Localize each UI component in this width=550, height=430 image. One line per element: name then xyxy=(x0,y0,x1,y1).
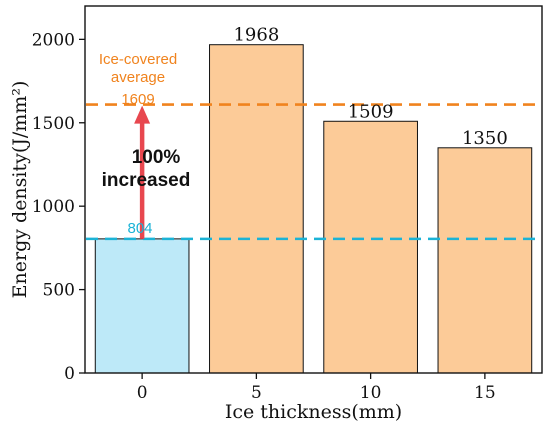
axis-ticks-group: 0 500 1000 1500 2000 0 5 10 15 xyxy=(32,30,496,403)
data-label-10: 1509 xyxy=(348,101,394,122)
increase-percent-label: 100% xyxy=(132,147,181,168)
increase-arrow-head xyxy=(134,105,151,124)
ice-covered-label: Ice-covered xyxy=(99,51,177,68)
y-tick-label: 1500 xyxy=(32,114,75,134)
x-axis-title: Ice thickness(mm) xyxy=(225,401,402,423)
increase-arrow-group xyxy=(134,105,151,239)
y-tick-label: 0 xyxy=(64,364,75,384)
bar-10 xyxy=(323,120,418,374)
y-tick-label: 500 xyxy=(43,281,75,301)
bars-group xyxy=(94,44,533,374)
x-tick-label: 5 xyxy=(251,383,262,403)
x-tick-label: 15 xyxy=(474,383,496,403)
y-tick-label: 2000 xyxy=(32,30,75,50)
plot-frame xyxy=(84,5,543,374)
data-label-5: 1968 xyxy=(233,25,279,46)
data-labels-group: 1968 1509 1350 xyxy=(233,25,507,149)
data-label-15: 1350 xyxy=(462,128,508,149)
bar-5 xyxy=(209,44,304,374)
bar-0 xyxy=(94,238,190,374)
average-label: average xyxy=(111,69,165,86)
x-tick-label: 10 xyxy=(360,383,382,403)
baseline-value-label: 804 xyxy=(127,220,152,237)
ice-covered-average-value: 1609 xyxy=(121,91,154,108)
x-tick-label: 0 xyxy=(137,383,148,403)
y-axis-title: Energy density(J/mm²) xyxy=(9,81,31,299)
increased-label: increased xyxy=(102,170,191,191)
y-tick-label: 1000 xyxy=(32,197,75,217)
bar-15 xyxy=(437,147,533,374)
